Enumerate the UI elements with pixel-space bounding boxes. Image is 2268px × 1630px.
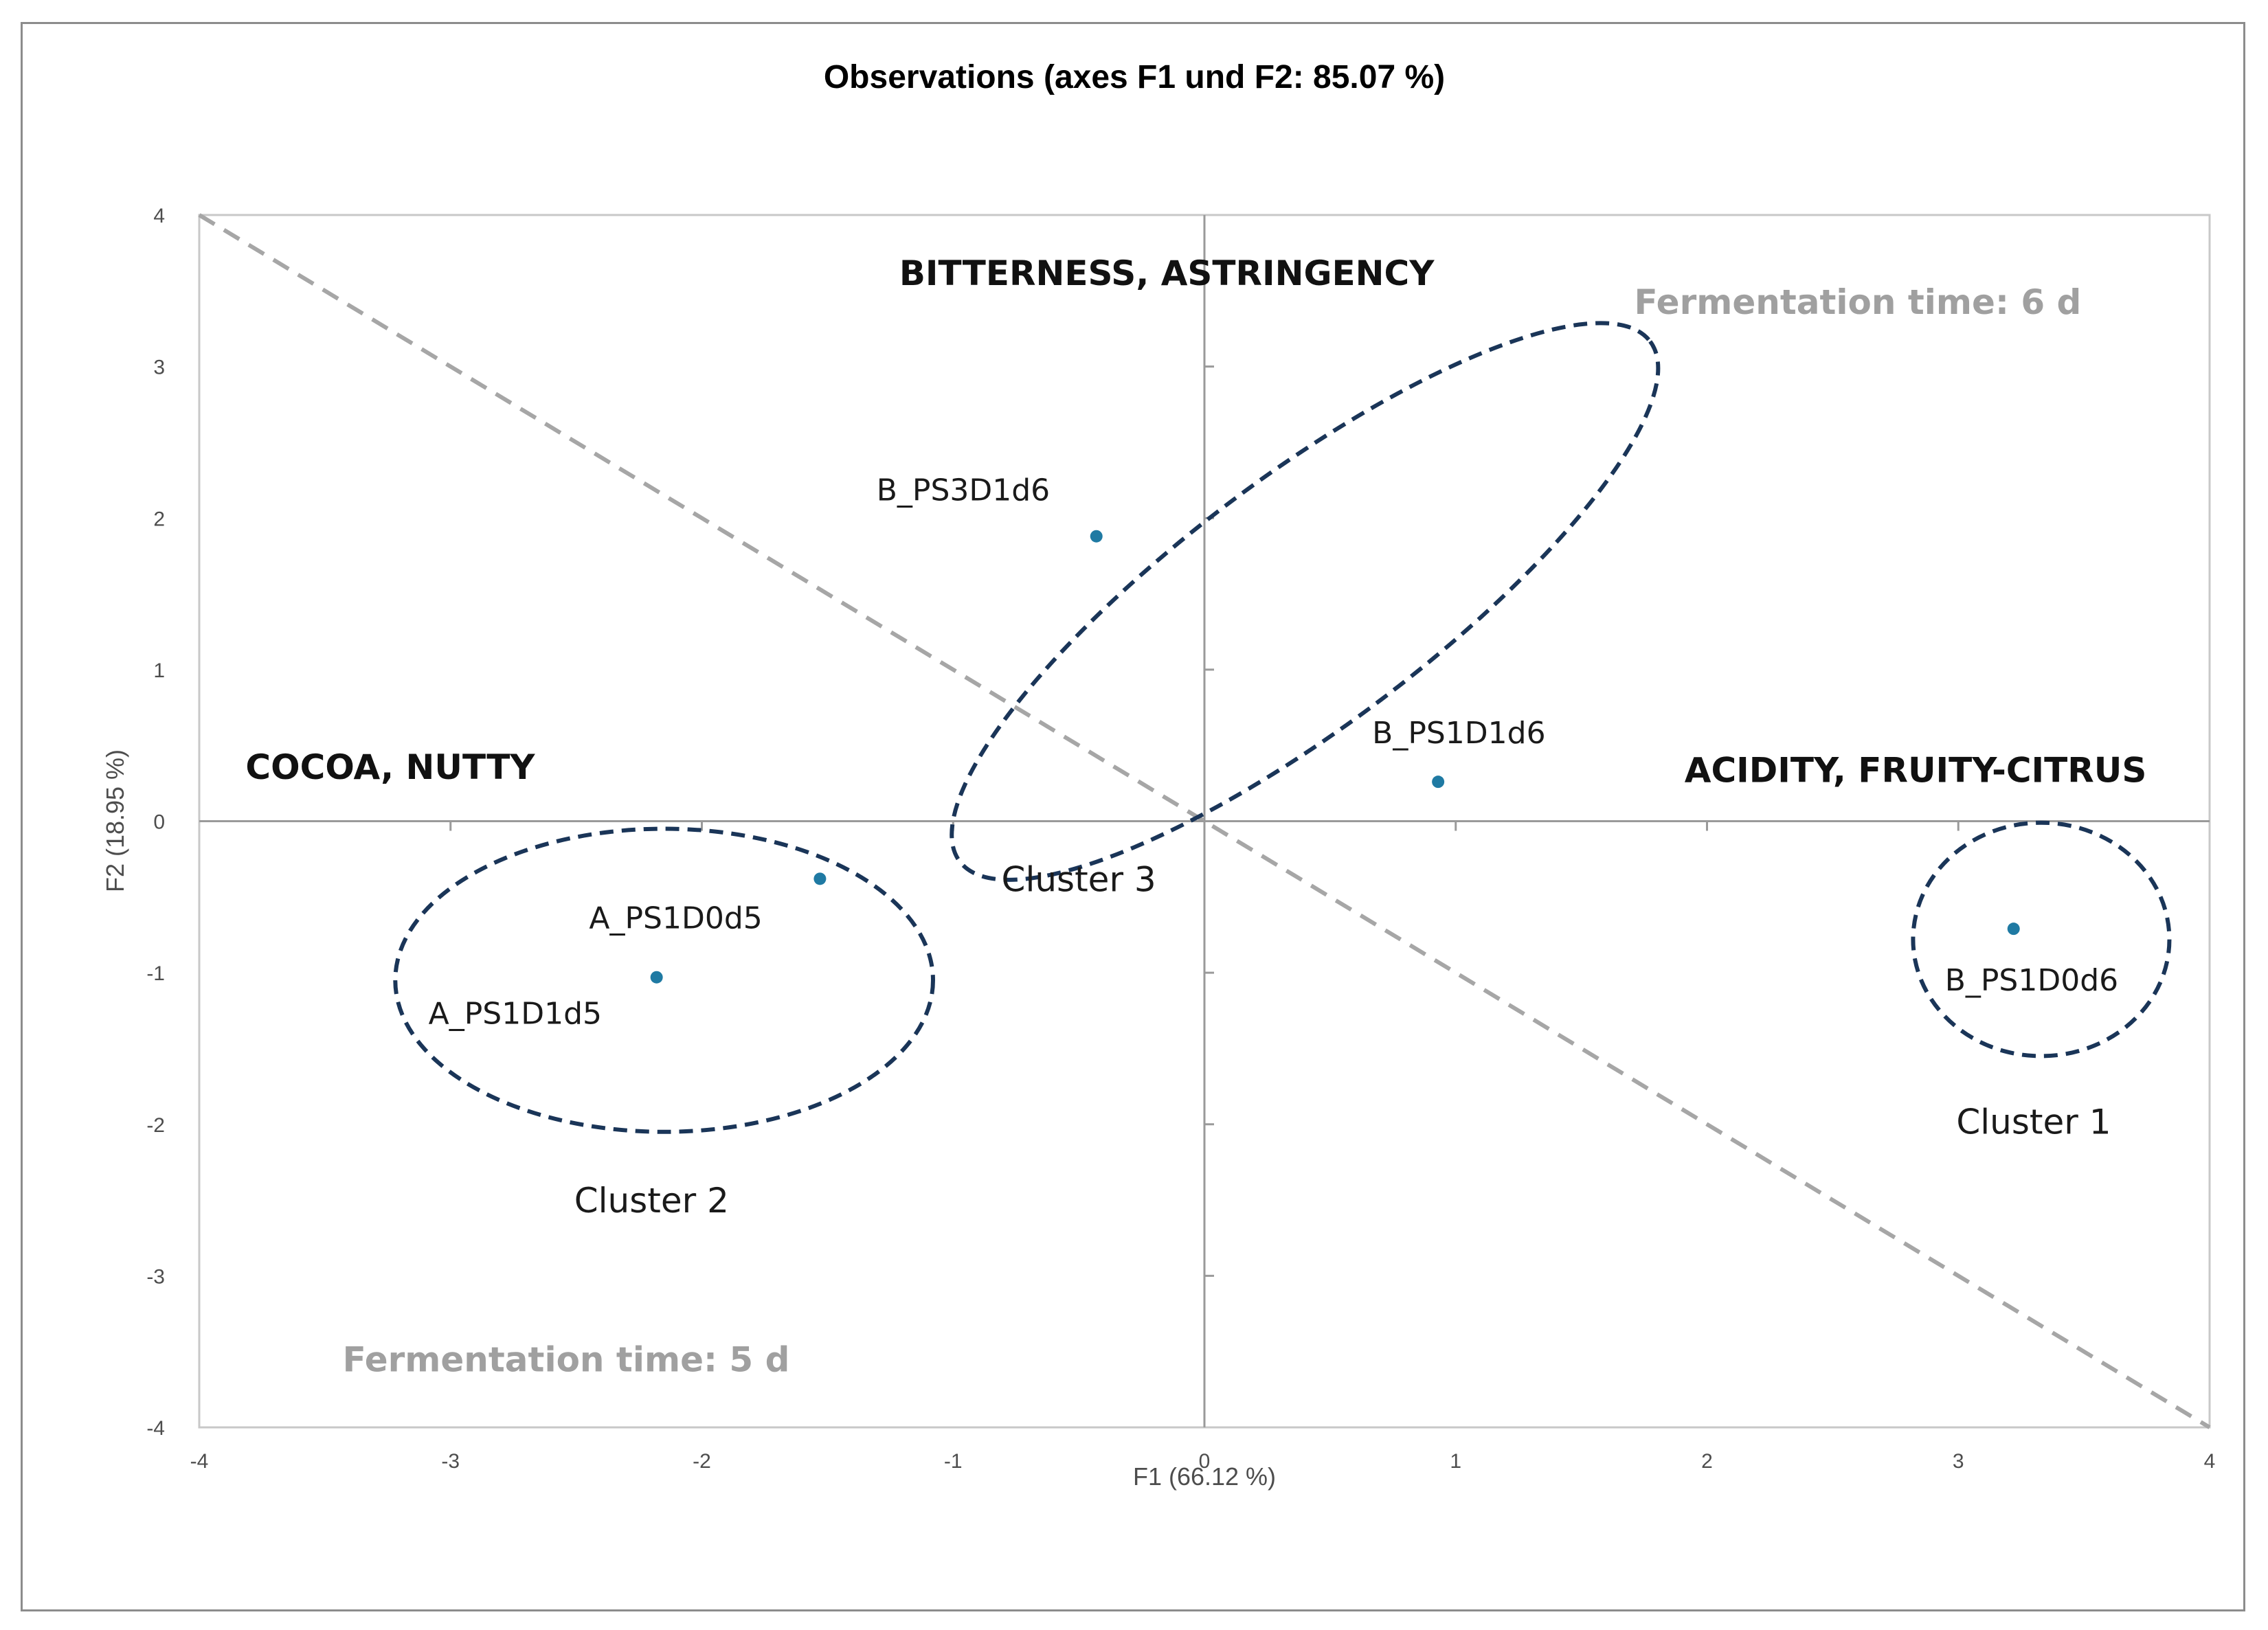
y-tick-label: -4 [146, 1417, 165, 1440]
y-tick-label: -1 [146, 962, 165, 985]
point-label: B_PS3D1d6 [877, 473, 1050, 508]
cluster-label: Cluster 1 [1956, 1102, 2111, 1142]
diagonal-separator-line [198, 213, 2211, 1429]
y-tick-label: 3 [153, 356, 165, 379]
point-label: A_PS1D1d5 [429, 997, 602, 1032]
x-tick-label: -3 [441, 1450, 460, 1473]
x-tick-label: -1 [944, 1450, 963, 1473]
x-axis-title: F1 (66.12 %) [1133, 1462, 1276, 1491]
sensory-region-label: ACIDITY, FRUITY-CITRUS [1685, 750, 2147, 790]
y-axis-title: F2 (18.95 %) [101, 749, 129, 892]
data-point [813, 872, 827, 885]
chart-title: Observations (axes F1 und F2: 85.07 %) [824, 59, 1445, 95]
sensory-region-label: COCOA, NUTTY [245, 747, 535, 787]
y-tick-label: -2 [146, 1114, 165, 1137]
point-label: B_PS1D1d6 [1372, 716, 1545, 751]
cluster-ellipse-2 [393, 826, 935, 1134]
x-tick-label: 3 [1953, 1450, 1964, 1473]
cluster-ellipse-1 [950, 321, 1661, 882]
cluster-ellipse-3 [1911, 820, 2172, 1059]
data-point [2007, 922, 2020, 936]
x-tick-label: 1 [1450, 1450, 1461, 1473]
data-point [650, 971, 663, 984]
x-tick-label: 0 [1199, 1450, 1211, 1473]
x-tick-label: 4 [2204, 1450, 2216, 1473]
chart-frame [21, 22, 2245, 1611]
cluster-label: Cluster 2 [574, 1181, 729, 1221]
point-label: B_PS1D0d6 [1945, 963, 2118, 998]
fermentation-time-label: Fermentation time: 6 d [1635, 282, 2082, 322]
sensory-region-label: BITTERNESS, ASTRINGENCY [899, 253, 1435, 293]
y-tick-label: 1 [153, 659, 165, 682]
x-tick-label: 2 [1701, 1450, 1713, 1473]
point-label: A_PS1D0d5 [589, 901, 762, 936]
y-tick-label: -3 [146, 1265, 165, 1288]
y-tick-label: 0 [153, 811, 165, 834]
y-tick-label: 2 [153, 508, 165, 530]
cluster-label: Cluster 3 [1002, 859, 1156, 899]
x-tick-label: -2 [693, 1450, 711, 1473]
x-tick-label: -4 [190, 1450, 209, 1473]
data-point [1432, 776, 1445, 789]
y-tick-label: 4 [153, 205, 165, 227]
fermentation-time-label: Fermentation time: 5 d [343, 1340, 790, 1380]
data-point [1090, 530, 1103, 543]
